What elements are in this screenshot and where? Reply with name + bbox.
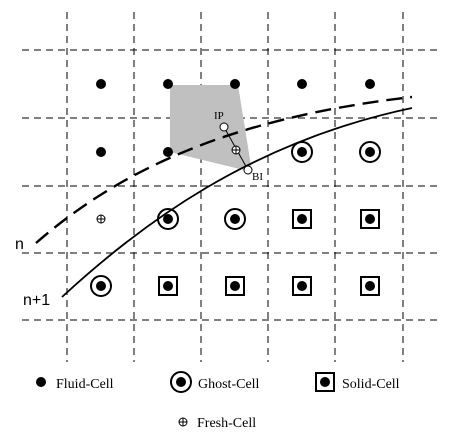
fluid-cell-marker: [230, 79, 240, 89]
solid-cell-frame: [292, 209, 312, 229]
fluid-cell-marker: [163, 79, 173, 89]
solid-cell-marker: [297, 281, 307, 291]
solid-cell-frame: [225, 276, 245, 296]
curve-n-label: n: [15, 236, 24, 253]
ghost-cell-ring: [157, 208, 179, 230]
curve-n1-label: n+1: [23, 292, 50, 309]
solid-cell-frame: [360, 276, 380, 296]
ip-label: IP: [214, 110, 224, 122]
solid-cell-frame: [360, 209, 380, 229]
boundary-intercept-marker: [243, 165, 253, 175]
solid-cell-frame: [292, 276, 312, 296]
ghost-cell-marker: [163, 214, 173, 224]
solid-cell-marker: [365, 281, 375, 291]
solid-cell-marker: [297, 214, 307, 224]
ghost-cell-marker: [230, 214, 240, 224]
interpolation-stencil: [170, 85, 252, 172]
legend-ghost-icon-ring: [170, 371, 192, 393]
legend-ghost-label: Ghost-Cell: [198, 377, 260, 392]
legend-fluid-icon: [36, 377, 46, 387]
legend-fluid-label: Fluid-Cell: [56, 377, 114, 392]
solid-cell-marker: [365, 214, 375, 224]
legend-solid-icon: [320, 377, 330, 387]
solid-cell-marker: [163, 281, 173, 291]
ghost-cell-ring: [224, 208, 246, 230]
bi-label: BI: [252, 171, 263, 183]
legend-solid-label: Solid-Cell: [342, 377, 400, 392]
fluid-cell-marker: [96, 147, 106, 157]
interface-curve-n1: [61, 107, 413, 298]
ghost-cell-ring: [291, 141, 313, 163]
ghost-cell-marker: [96, 281, 106, 291]
ghost-cell-ring: [359, 141, 381, 163]
fluid-cell-marker: [297, 79, 307, 89]
legend-fresh-label: Fresh-Cell: [197, 416, 256, 431]
ghost-cell-ring: [90, 275, 112, 297]
solid-cell-frame: [158, 276, 178, 296]
fluid-cell-marker: [365, 79, 375, 89]
grid-lines: [22, 12, 440, 362]
cell-markers: [90, 79, 381, 297]
solid-cell-marker: [230, 281, 240, 291]
legend: Fluid-Cell Ghost-Cell Solid-Cell Fresh-C…: [36, 371, 400, 431]
ghost-cell-marker: [297, 147, 307, 157]
fluid-cell-marker: [96, 79, 106, 89]
legend-solid-icon-frame: [315, 372, 335, 392]
image-point-marker: [219, 122, 229, 132]
ghost-cell-marker: [365, 147, 375, 157]
legend-ghost-icon: [176, 377, 186, 387]
interface-curve-n: [35, 95, 413, 244]
fluid-cell-marker: [163, 147, 173, 157]
